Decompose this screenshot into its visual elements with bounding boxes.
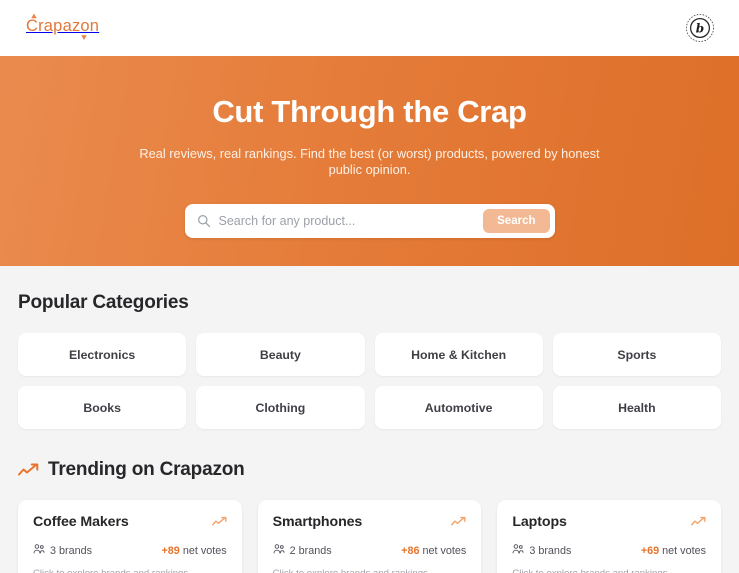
search-button[interactable]: Search [483, 208, 550, 233]
brands-count: 3 brands [512, 543, 571, 558]
popular-categories-section: Popular Categories Electronics Beauty Ho… [0, 266, 739, 429]
trending-up-icon [451, 514, 466, 532]
category-card-automotive[interactable]: Automotive [374, 386, 543, 429]
trending-card-header: Laptops [512, 514, 706, 532]
users-icon [273, 543, 285, 558]
users-icon [512, 543, 524, 558]
net-votes-label: net votes [422, 544, 467, 557]
net-votes: +86 net votes [401, 545, 466, 557]
trending-card-coffee-makers[interactable]: Coffee Makers [18, 500, 242, 573]
net-votes-number: +69 [640, 544, 660, 557]
trending-heading: Trending on Crapazon [48, 459, 245, 480]
top-navbar: ⯅ Crapazon ⯆ b [0, 0, 739, 56]
search-input[interactable] [218, 203, 484, 238]
trending-card-meta: 2 brands +86 net votes [273, 543, 466, 558]
category-card-health[interactable]: Health [552, 386, 721, 429]
category-card-electronics[interactable]: Electronics [18, 333, 187, 376]
site-logo-label: Crapazon [26, 17, 100, 35]
categories-heading: Popular Categories [18, 292, 189, 313]
net-votes-number: +86 [401, 544, 420, 557]
category-card-clothing[interactable]: Clothing [196, 386, 365, 429]
brands-count-label: 3 brands [529, 544, 572, 557]
category-card-beauty[interactable]: Beauty [196, 333, 365, 376]
categories-grid: Electronics Beauty Home & Kitchen Sports… [18, 333, 721, 429]
trending-card-title: Coffee Makers [33, 514, 129, 530]
trending-card-meta: 3 brands +69 net votes [512, 543, 706, 558]
brands-count-label: 2 brands [289, 544, 332, 557]
trending-card-header: Smartphones [273, 514, 467, 532]
page-title: Cut Through the Crap [212, 94, 527, 129]
trending-heading-row: Trending on Crapazon [18, 459, 721, 481]
trending-card-hint: Click to explore brands and rankings [273, 568, 467, 573]
net-votes-label: net votes [662, 544, 706, 557]
trending-up-icon [691, 514, 706, 532]
trending-card-hint: Click to explore brands and rankings [33, 568, 227, 573]
brands-count: 3 brands [33, 543, 92, 558]
category-card-home-kitchen[interactable]: Home & Kitchen [374, 333, 543, 376]
arrow-up-icon: ⯅ [30, 12, 38, 23]
trending-up-icon [18, 463, 39, 477]
net-votes-label: net votes [182, 544, 227, 557]
svg-text:b: b [696, 21, 704, 35]
search-icon [197, 214, 211, 228]
site-logo[interactable]: ⯅ Crapazon ⯆ [24, 12, 107, 44]
net-votes-number: +89 [161, 544, 180, 557]
circular-seal-badge-icon[interactable]: b [685, 13, 715, 43]
trending-card-meta: 3 brands +89 net votes [33, 543, 227, 558]
trending-grid: Coffee Makers [18, 500, 721, 573]
trending-card-header: Coffee Makers [33, 514, 227, 532]
net-votes: +89 net votes [162, 545, 227, 557]
net-votes: +69 net votes [641, 545, 706, 557]
trending-up-icon [211, 514, 227, 532]
hero-section: Cut Through the Crap Real reviews, real … [0, 56, 739, 266]
users-icon [33, 543, 45, 558]
brands-count: 2 brands [273, 543, 332, 558]
hero-subtitle: Real reviews, real rankings. Find the be… [139, 146, 600, 178]
arrow-down-icon: ⯆ [80, 33, 88, 44]
category-card-sports[interactable]: Sports [552, 333, 721, 376]
trending-card-title: Smartphones [272, 514, 363, 530]
brands-count-label: 3 brands [50, 544, 93, 557]
search-bar: Search [184, 203, 555, 238]
trending-card-hint: Click to explore brands and rankings [512, 568, 706, 573]
trending-card-smartphones[interactable]: Smartphones [257, 500, 482, 573]
trending-section: Trending on Crapazon Coffee Makers [0, 429, 739, 573]
trending-card-laptops[interactable]: Laptops [497, 500, 721, 573]
category-card-books[interactable]: Books [18, 386, 187, 429]
trending-card-title: Laptops [512, 514, 567, 530]
